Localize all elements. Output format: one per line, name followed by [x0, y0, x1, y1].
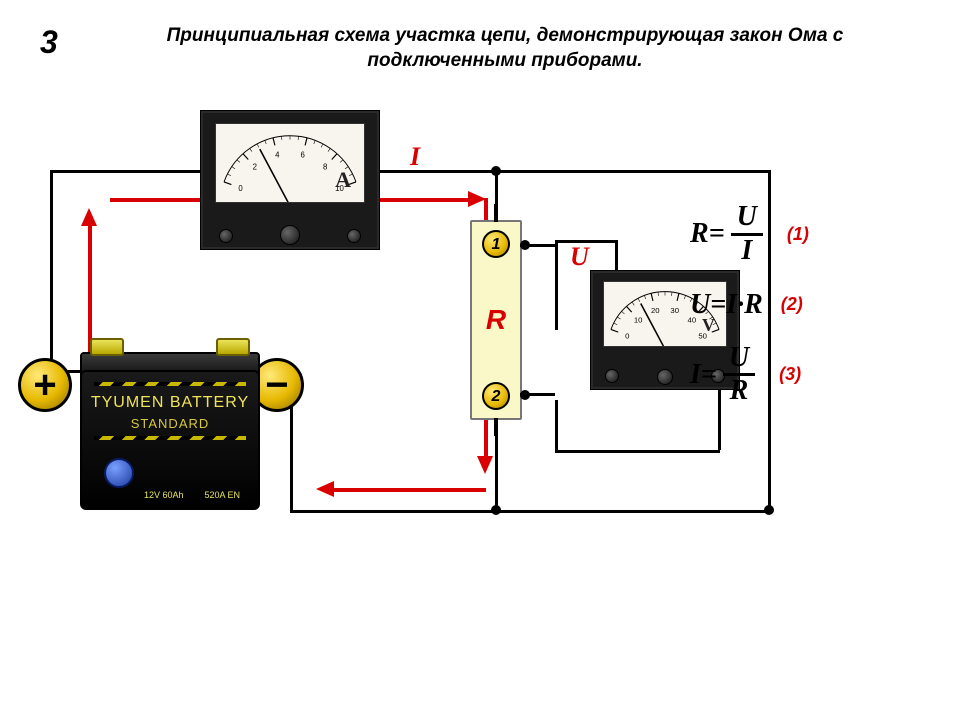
current-arrow-icon — [81, 208, 97, 226]
resistor-node-1-label: 1 — [492, 236, 501, 253]
current-segment — [330, 488, 486, 492]
resistor: 1 2 R — [470, 220, 522, 420]
wire-segment — [290, 510, 770, 513]
svg-text:10: 10 — [634, 315, 643, 324]
formulas-block: R= U I (1) U=I·R (2) I= U R (3) — [690, 180, 920, 429]
battery-spec-right: 520A EN — [204, 490, 240, 500]
svg-text:4: 4 — [275, 151, 280, 160]
battery-body: TYUMEN BATTERY STANDARD 12V 60Ah 520A EN — [80, 370, 260, 510]
resistor-lead-bottom — [494, 418, 498, 436]
resistor-label: R — [486, 304, 506, 336]
heading-number: 3 — [40, 24, 58, 61]
formula-den: R — [724, 376, 755, 407]
battery-brand: TYUMEN BATTERY — [82, 394, 258, 412]
formula-index: (1) — [787, 224, 809, 245]
svg-text:30: 30 — [670, 306, 679, 315]
ammeter-unit: A — [335, 167, 351, 193]
resistor-node-2: 2 — [482, 382, 510, 410]
svg-text:2: 2 — [253, 163, 257, 172]
formula-lhs: U — [690, 289, 710, 321]
wire-segment — [380, 170, 770, 173]
battery-logo-icon — [104, 458, 134, 488]
battery-terminal-neg — [216, 338, 250, 356]
battery-model: STANDARD — [82, 416, 258, 431]
ammeter-post — [219, 229, 233, 243]
fraction-icon: U R — [723, 343, 755, 408]
wire-segment — [555, 240, 558, 330]
svg-text:0: 0 — [238, 184, 243, 193]
resistor-lead-top — [494, 204, 498, 222]
heading-line1: Принципиальная схема участка цепи, демон… — [167, 25, 844, 46]
formula-index: (3) — [779, 364, 801, 385]
ammeter: 0246810 A — [200, 110, 380, 250]
fraction-icon: U I — [731, 202, 763, 267]
formula-a: I — [726, 289, 737, 321]
resistor-node-1: 1 — [482, 230, 510, 258]
formula-num: U — [731, 202, 763, 236]
ammeter-adjust — [280, 225, 300, 245]
formula-num: U — [723, 343, 755, 377]
heading: 3 Принципиальная схема участка цепи, дем… — [40, 24, 920, 73]
junction-dot — [491, 166, 501, 176]
formula-3: I= U R (3) — [690, 343, 920, 408]
voltage-symbol: U — [570, 242, 589, 272]
wire-segment — [555, 450, 720, 453]
wire-segment — [50, 170, 53, 370]
heading-text: Принципиальная схема участка цепи, демон… — [90, 24, 920, 73]
formula-2: U=I·R (2) — [690, 289, 920, 321]
voltmeter-adjust — [657, 369, 673, 385]
wire-segment — [555, 400, 558, 450]
battery-stripe — [94, 382, 246, 386]
junction-dot — [491, 505, 501, 515]
svg-text:0: 0 — [625, 331, 629, 340]
formula-lhs: R — [690, 218, 709, 250]
plus-label: + — [33, 363, 56, 407]
plus-badge: + — [18, 358, 72, 412]
current-arrow-icon — [477, 456, 493, 474]
resistor-tap-dot — [520, 390, 530, 400]
voltmeter-post — [605, 369, 619, 383]
formula-lhs: I — [690, 359, 701, 391]
svg-text:8: 8 — [323, 163, 327, 172]
svg-text:6: 6 — [301, 151, 305, 160]
heading-line2: подключенными приборами. — [367, 50, 642, 71]
wire-segment — [50, 170, 200, 173]
current-symbol: I — [410, 142, 420, 172]
formula-b: R — [744, 289, 763, 321]
formula-index: (2) — [781, 294, 803, 315]
resistor-node-2-label: 2 — [492, 388, 501, 405]
current-arrow-icon — [316, 481, 334, 497]
junction-dot — [764, 505, 774, 515]
ammeter-post — [347, 229, 361, 243]
formula-den: I — [735, 236, 758, 267]
svg-text:20: 20 — [651, 306, 660, 315]
battery-spec-left: 12V 60Ah — [144, 490, 184, 500]
battery-stripe — [94, 436, 246, 440]
battery: TYUMEN BATTERY STANDARD 12V 60Ah 520A EN — [70, 340, 270, 510]
formula-1: R= U I (1) — [690, 202, 920, 267]
battery-terminal-pos — [90, 338, 124, 356]
resistor-tap-dot — [520, 240, 530, 250]
